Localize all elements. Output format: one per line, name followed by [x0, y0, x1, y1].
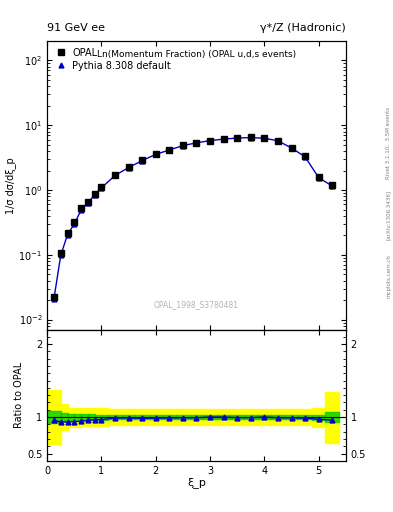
Pythia 8.308 default: [221, 136, 226, 142]
OPAL: [289, 144, 294, 151]
Pythia 8.308 default: [248, 135, 253, 141]
OPAL: [86, 199, 90, 205]
Y-axis label: 1/σ dσ/dξ_p: 1/σ dσ/dξ_p: [5, 157, 16, 214]
OPAL: [92, 190, 97, 197]
Text: OPAL_1998_S3780481: OPAL_1998_S3780481: [154, 301, 239, 309]
OPAL: [140, 157, 145, 163]
OPAL: [65, 229, 70, 236]
OPAL: [99, 184, 104, 190]
Text: 91 GeV ee: 91 GeV ee: [47, 23, 105, 33]
OPAL: [262, 135, 267, 141]
Y-axis label: Ratio to OPAL: Ratio to OPAL: [14, 362, 24, 429]
OPAL: [303, 154, 307, 160]
OPAL: [51, 294, 56, 301]
Pythia 8.308 default: [126, 164, 131, 170]
Pythia 8.308 default: [99, 185, 104, 191]
OPAL: [59, 250, 63, 257]
Pythia 8.308 default: [79, 207, 83, 213]
Legend: OPAL, Pythia 8.308 default: OPAL, Pythia 8.308 default: [52, 46, 173, 73]
Pythia 8.308 default: [86, 200, 90, 206]
OPAL: [113, 172, 118, 178]
Pythia 8.308 default: [275, 138, 280, 144]
Text: γ*/Z (Hadronic): γ*/Z (Hadronic): [260, 23, 346, 33]
OPAL: [180, 142, 185, 148]
OPAL: [221, 136, 226, 142]
Pythia 8.308 default: [113, 173, 118, 179]
Pythia 8.308 default: [153, 152, 158, 158]
Pythia 8.308 default: [208, 138, 213, 144]
OPAL: [153, 151, 158, 157]
OPAL: [79, 205, 83, 211]
OPAL: [275, 138, 280, 144]
Pythia 8.308 default: [59, 252, 63, 259]
Pythia 8.308 default: [167, 147, 172, 153]
Pythia 8.308 default: [194, 140, 199, 146]
Pythia 8.308 default: [72, 221, 77, 227]
Pythia 8.308 default: [303, 154, 307, 160]
Pythia 8.308 default: [262, 135, 267, 141]
OPAL: [316, 174, 321, 180]
Pythia 8.308 default: [140, 158, 145, 164]
OPAL: [330, 182, 334, 188]
OPAL: [235, 135, 240, 141]
Pythia 8.308 default: [330, 183, 334, 189]
Pythia 8.308 default: [316, 175, 321, 181]
Pythia 8.308 default: [92, 191, 97, 198]
OPAL: [208, 138, 213, 144]
Line: Pythia 8.308 default: Pythia 8.308 default: [51, 135, 335, 301]
OPAL: [167, 146, 172, 153]
Line: OPAL: OPAL: [51, 135, 335, 300]
Pythia 8.308 default: [65, 231, 70, 238]
Pythia 8.308 default: [51, 295, 56, 302]
Text: Rivet 3.1.10,  3.5M events: Rivet 3.1.10, 3.5M events: [386, 108, 391, 179]
Pythia 8.308 default: [235, 135, 240, 141]
X-axis label: ξ_p: ξ_p: [187, 477, 206, 488]
Pythia 8.308 default: [180, 142, 185, 148]
OPAL: [194, 139, 199, 145]
OPAL: [126, 164, 131, 170]
Pythia 8.308 default: [289, 145, 294, 151]
OPAL: [248, 134, 253, 140]
Text: Ln(Momentum Fraction) (OPAL u,d,s events): Ln(Momentum Fraction) (OPAL u,d,s events…: [97, 50, 296, 58]
Text: mcplots.cern.ch: mcplots.cern.ch: [386, 254, 391, 298]
OPAL: [72, 219, 77, 225]
Text: [arXiv:1306.3436]: [arXiv:1306.3436]: [386, 190, 391, 240]
